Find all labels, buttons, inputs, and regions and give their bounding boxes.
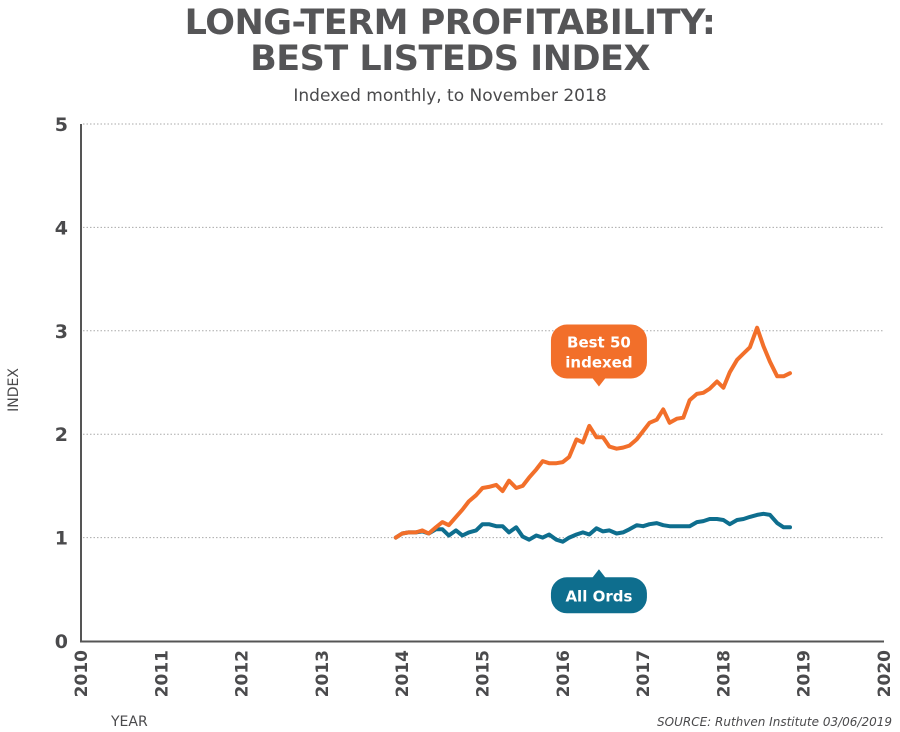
callout-pointer: [591, 569, 606, 579]
callouts: Best 50 indexed All Ords: [550, 324, 647, 614]
callout-bubble: [550, 324, 647, 379]
chart-title-line2: BEST LISTEDS INDEX: [250, 39, 650, 79]
series-lines: [393, 325, 792, 544]
x-tick-label: 2020: [875, 650, 895, 697]
callout-label: Best 50: [567, 333, 631, 351]
callout-best-50-indexed: Best 50 indexed: [550, 324, 647, 387]
gridlines: [83, 123, 884, 539]
y-tick-label: 3: [55, 321, 68, 343]
x-tick-label: 2010: [72, 650, 92, 697]
x-tick-label: 2019: [795, 650, 815, 697]
y-tick-labels: 0 1 2 3 4 5: [55, 114, 68, 653]
x-tick-label: 2016: [554, 650, 574, 697]
callout-label: All Ords: [565, 587, 632, 605]
x-tick-label: 2017: [634, 650, 654, 697]
y-tick-label: 1: [55, 528, 68, 550]
y-tick-label: 0: [55, 631, 68, 653]
chart-subtitle: Indexed monthly, to November 2018: [293, 86, 607, 106]
callout-bubble: [550, 577, 647, 614]
callout-all-ords: All Ords: [550, 569, 647, 614]
x-tick-label: 2011: [152, 650, 172, 697]
y-tick-label: 4: [55, 217, 68, 239]
x-tick-labels: 2010 2011 2012 2013 2014 2015 2016 2017 2018 2019…: [72, 650, 895, 697]
source-note: SOURCE: Ruthven Institute 03/06/2019: [657, 715, 892, 729]
callout-pointer: [591, 377, 606, 387]
x-tick-label: 2018: [714, 650, 734, 697]
x-tick-label: 2014: [393, 650, 413, 697]
y-tick-label: 2: [55, 424, 68, 446]
x-tick-label: 2015: [474, 650, 494, 697]
y-axis-label: INDEX: [6, 368, 22, 412]
x-tick-label: 2012: [233, 650, 253, 697]
callout-label: indexed: [565, 353, 632, 371]
chart-title: LONG-TERM PROFITABILITY:: [184, 3, 716, 43]
x-axis-label: YEAR: [110, 714, 148, 730]
y-tick-label: 5: [55, 114, 68, 136]
x-tick-label: 2013: [313, 650, 333, 697]
series-line-best-50-indexed: [393, 325, 792, 540]
axes: [80, 124, 884, 643]
series-line-all-ords: [393, 511, 792, 544]
